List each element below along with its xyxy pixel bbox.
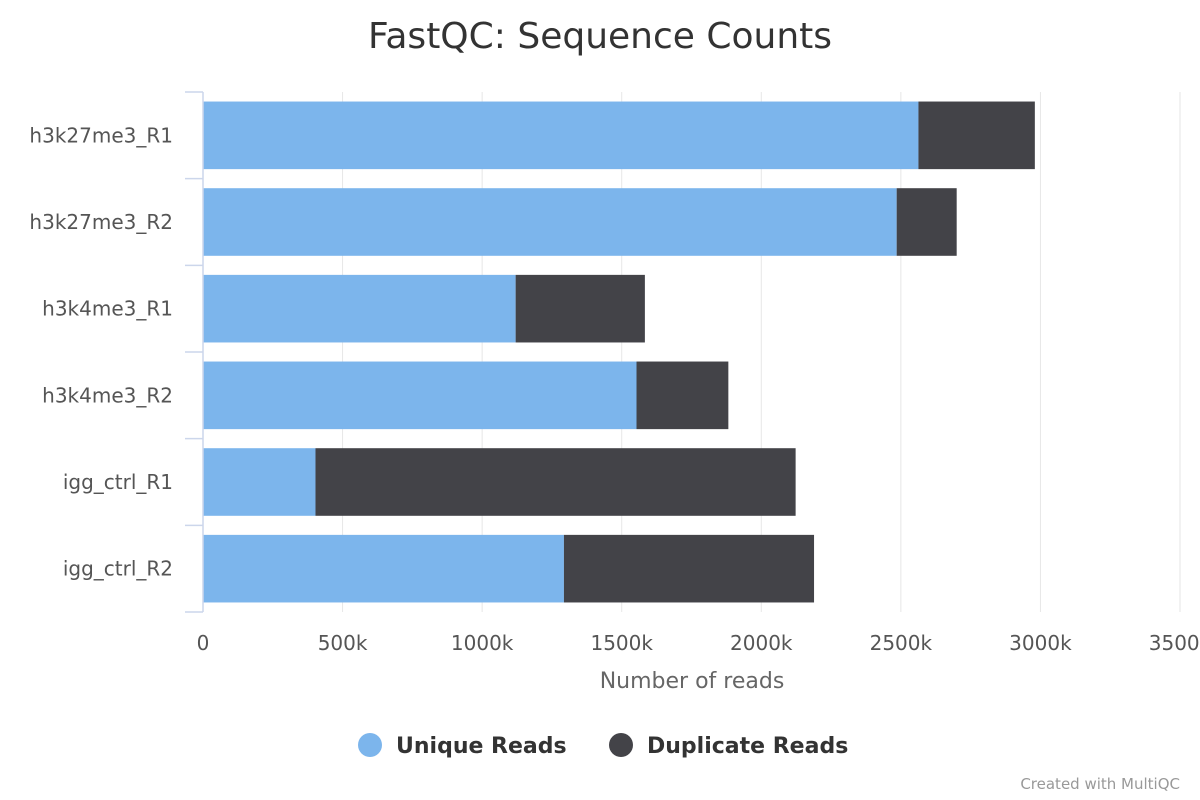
bar-unique-h3k4me3_R1[interactable]: [203, 274, 516, 343]
y-tick-label: igg_ctrl_R1: [63, 470, 173, 494]
x-tick-label: 1500k: [590, 631, 653, 655]
grid-lines: [342, 92, 1181, 612]
bars: [203, 101, 1035, 603]
bar-unique-h3k27me3_R2[interactable]: [203, 188, 897, 256]
bar-unique-igg_ctrl_R2[interactable]: [203, 534, 564, 603]
legend-label-unique[interactable]: Unique Reads: [396, 734, 567, 759]
x-tick-label: 2500k: [870, 631, 933, 655]
x-tick-label: 3000k: [1009, 631, 1072, 655]
bar-duplicate-igg_ctrl_R1[interactable]: [315, 448, 796, 516]
legend-marker-duplicate[interactable]: [609, 733, 633, 757]
bar-duplicate-h3k4me3_R2[interactable]: [636, 361, 729, 430]
y-tick-label: h3k27me3_R1: [29, 123, 173, 147]
x-tick-label: 2000k: [730, 631, 793, 655]
bar-unique-h3k4me3_R2[interactable]: [203, 361, 637, 430]
y-tick-label: h3k4me3_R2: [42, 383, 173, 407]
legend: Unique Reads Duplicate Reads: [358, 733, 848, 759]
x-tick-label: 3500k: [1149, 631, 1200, 655]
bar-duplicate-h3k4me3_R1[interactable]: [515, 274, 645, 343]
bar-duplicate-h3k27me3_R1[interactable]: [918, 101, 1035, 170]
x-axis: 0 500k 1000k 1500k 2000k 2500k 3000k 3500k: [197, 631, 1200, 655]
legend-label-duplicate[interactable]: Duplicate Reads: [647, 734, 848, 759]
bar-unique-h3k27me3_R1[interactable]: [203, 101, 919, 170]
bar-duplicate-igg_ctrl_R2[interactable]: [563, 534, 815, 603]
bar-duplicate-h3k27me3_R2[interactable]: [896, 188, 957, 256]
chart-title: FastQC: Sequence Counts: [368, 16, 832, 57]
y-tick-label: igg_ctrl_R2: [63, 557, 173, 581]
bar-unique-igg_ctrl_R1[interactable]: [203, 448, 316, 516]
y-tick-label: h3k4me3_R1: [42, 297, 173, 321]
y-tick-label: h3k27me3_R2: [29, 210, 173, 234]
x-axis-label: Number of reads: [600, 669, 785, 694]
x-tick-label: 1000k: [451, 631, 514, 655]
x-tick-label: 0: [197, 631, 210, 655]
credit-text[interactable]: Created with MultiQC: [1020, 775, 1180, 793]
x-tick-label: 500k: [318, 631, 368, 655]
legend-marker-unique[interactable]: [358, 733, 382, 757]
y-axis: h3k27me3_R1 h3k27me3_R2 h3k4me3_R1 h3k4me3_…: [29, 91, 204, 613]
